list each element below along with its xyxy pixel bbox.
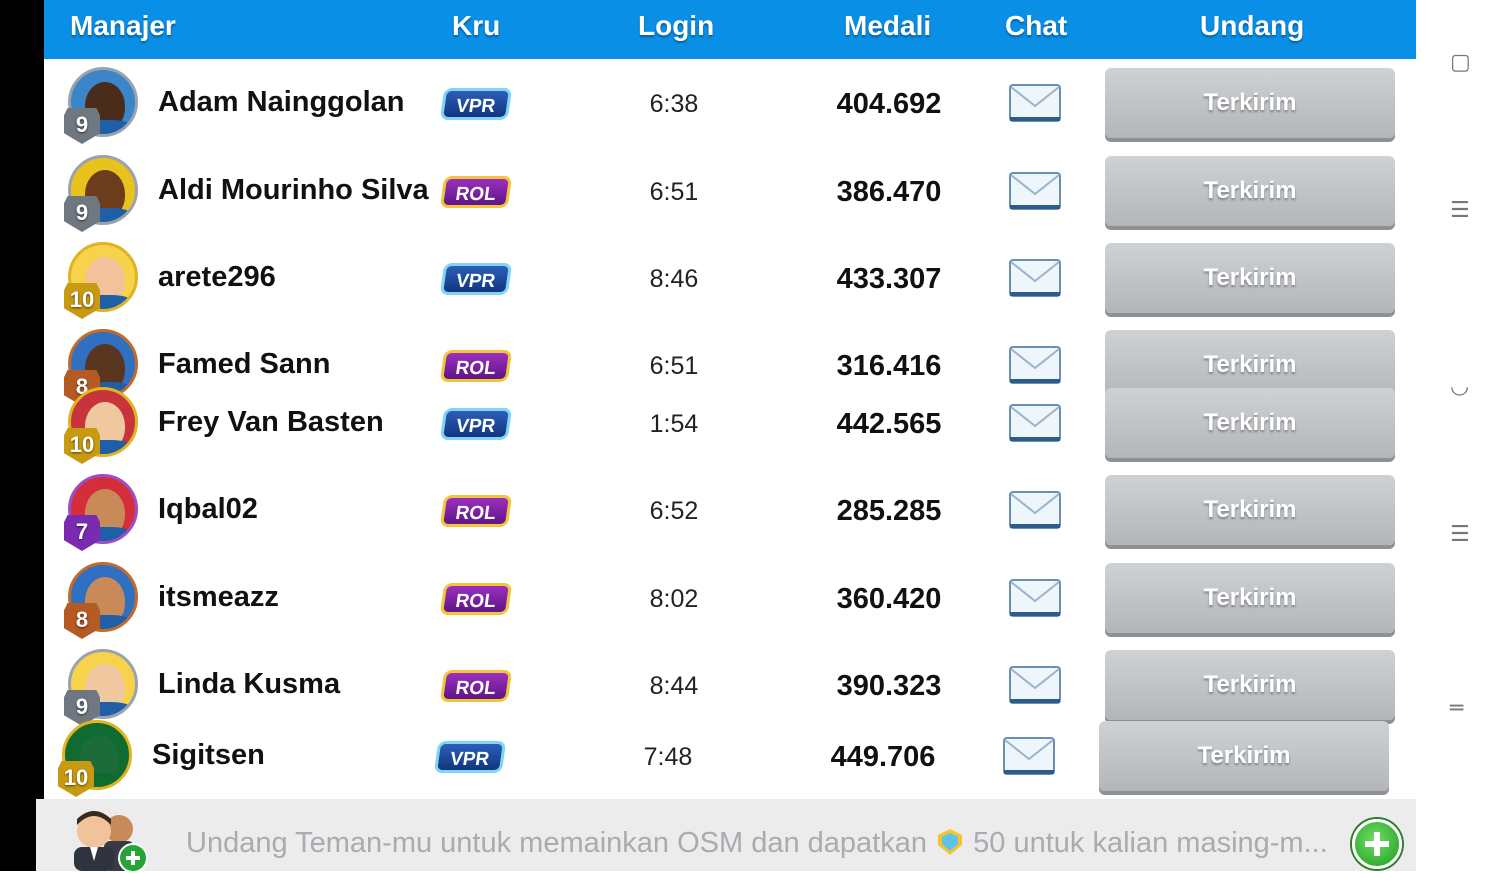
login-time: 6:38 bbox=[649, 90, 699, 118]
back-icon[interactable]: ◡ bbox=[1450, 374, 1470, 399]
mail-icon[interactable] bbox=[1009, 491, 1061, 529]
level-badge: 9 bbox=[64, 690, 100, 726]
left-black-edge bbox=[0, 0, 44, 871]
header-kru[interactable]: Kru bbox=[452, 10, 501, 41]
medal-count: 449.706 bbox=[830, 741, 936, 773]
login-time: 8:02 bbox=[649, 585, 699, 613]
table-row[interactable]: 10 arete296 VPR 8:46 433.307 Terkirim bbox=[44, 235, 1416, 322]
manager-name[interactable]: Adam Nainggolan bbox=[158, 86, 405, 118]
mail-icon[interactable] bbox=[1009, 259, 1061, 297]
crew-badge[interactable]: ROL bbox=[439, 670, 513, 702]
manager-name[interactable]: Frey Van Basten bbox=[158, 406, 384, 438]
mail-icon[interactable] bbox=[1009, 346, 1061, 384]
invite-sent-button[interactable]: Terkirim bbox=[1105, 475, 1395, 545]
level-badge: 8 bbox=[64, 603, 100, 639]
reward-token-icon bbox=[938, 829, 963, 855]
crew-badge[interactable]: ROL bbox=[439, 583, 513, 615]
invite-text-end: 50 untuk kalian masing-m... bbox=[973, 827, 1328, 859]
add-friend-icon bbox=[118, 843, 148, 873]
medal-count: 316.416 bbox=[836, 350, 942, 382]
login-time: 6:51 bbox=[649, 352, 699, 380]
header-manajer[interactable]: Manajer bbox=[70, 10, 176, 41]
level-badge: 7 bbox=[64, 515, 100, 551]
manager-name[interactable]: Linda Kusma bbox=[158, 668, 341, 700]
level-badge: 10 bbox=[64, 428, 100, 464]
mail-icon[interactable] bbox=[1003, 737, 1055, 775]
friends-invite-panel: Manajer Kru Login Medali Chat Undang 9 A… bbox=[36, 0, 1416, 873]
manager-name[interactable]: Sigitsen bbox=[152, 739, 265, 771]
left-edge-segment bbox=[0, 384, 41, 706]
level-badge: 10 bbox=[58, 761, 94, 797]
header-undang: Undang bbox=[1200, 10, 1305, 41]
crew-badge[interactable]: ROL bbox=[439, 350, 513, 382]
login-time: 8:46 bbox=[649, 265, 699, 293]
table-header: Manajer Kru Login Medali Chat Undang bbox=[44, 0, 1416, 59]
medal-count: 442.565 bbox=[836, 408, 942, 440]
header-login[interactable]: Login bbox=[638, 10, 715, 41]
login-time: 1:54 bbox=[649, 410, 699, 438]
mail-icon[interactable] bbox=[1009, 666, 1061, 704]
medal-count: 360.420 bbox=[836, 583, 942, 615]
login-time: 6:51 bbox=[649, 178, 699, 206]
mail-icon[interactable] bbox=[1009, 84, 1061, 122]
left-edge-segment bbox=[0, 706, 36, 871]
menu-icon[interactable]: ☰ bbox=[1450, 522, 1470, 547]
manager-name[interactable]: itsmeazz bbox=[158, 581, 279, 613]
invite-plus-button[interactable] bbox=[1352, 819, 1402, 869]
medal-count: 433.307 bbox=[836, 263, 942, 295]
level-badge: 10 bbox=[64, 283, 100, 319]
medal-count: 386.470 bbox=[836, 176, 942, 208]
table-row[interactable]: 7 Iqbal02 ROL 6:52 285.285 Terkirim bbox=[44, 467, 1416, 554]
crew-badge[interactable]: VPR bbox=[439, 88, 513, 120]
level-badge: 9 bbox=[64, 108, 100, 144]
manager-name[interactable]: arete296 bbox=[158, 261, 276, 293]
table-row[interactable]: 8 Famed Sann ROL 6:51 316.416 Terkirim bbox=[44, 322, 1416, 409]
mail-icon[interactable] bbox=[1009, 579, 1061, 617]
medal-count: 404.692 bbox=[836, 88, 942, 120]
table-row[interactable]: 9 Aldi Mourinho Silva ROL 6:51 386.470 T… bbox=[44, 148, 1416, 235]
invite-sent-button[interactable]: Terkirim bbox=[1105, 156, 1395, 226]
crew-badge[interactable]: ROL bbox=[439, 495, 513, 527]
crew-badge[interactable]: ROL bbox=[439, 176, 513, 208]
right-side-strip: ▢ ☰ ◡ ☰ ═ bbox=[1416, 0, 1500, 871]
invite-sent-button[interactable]: Terkirim bbox=[1105, 68, 1395, 138]
invite-sent-button[interactable]: Terkirim bbox=[1099, 721, 1389, 791]
invite-sent-button[interactable]: Terkirim bbox=[1105, 243, 1395, 313]
medal-count: 285.285 bbox=[836, 495, 942, 527]
header-medali[interactable]: Medali bbox=[844, 10, 932, 41]
invite-friends-bar[interactable]: Undang Teman-mu untuk memainkan OSM dan … bbox=[36, 799, 1416, 873]
table-row[interactable]: 8 itsmeazz ROL 8:02 360.420 Terkirim bbox=[44, 555, 1416, 642]
mail-icon[interactable] bbox=[1009, 404, 1061, 442]
crew-badge[interactable]: VPR bbox=[439, 408, 513, 440]
table-row[interactable]: 10 Sigitsen VPR 7:48 449.706 Terkirim bbox=[38, 713, 1410, 800]
invite-friends-text: Undang Teman-mu untuk memainkan OSM dan … bbox=[186, 827, 1328, 860]
bar-icon[interactable]: ═ bbox=[1450, 696, 1464, 721]
login-time: 8:44 bbox=[649, 672, 699, 700]
login-time: 6:52 bbox=[649, 497, 699, 525]
login-time: 7:48 bbox=[643, 743, 693, 771]
manager-name[interactable]: Famed Sann bbox=[158, 348, 331, 380]
menu-icon[interactable]: ☰ bbox=[1450, 198, 1470, 223]
manager-name[interactable]: Aldi Mourinho Silva bbox=[158, 174, 429, 206]
manager-name[interactable]: Iqbal02 bbox=[158, 493, 258, 525]
invite-sent-button[interactable]: Terkirim bbox=[1105, 563, 1395, 633]
table-row[interactable]: 9 Linda Kusma ROL 8:44 390.323 Terkirim bbox=[44, 642, 1416, 729]
crew-badge[interactable]: VPR bbox=[439, 263, 513, 295]
header-chat: Chat bbox=[1005, 10, 1068, 41]
medal-count: 390.323 bbox=[836, 670, 942, 702]
crew-badge[interactable]: VPR bbox=[433, 741, 507, 773]
table-row[interactable]: 10 Frey Van Basten VPR 1:54 442.565 Terk… bbox=[44, 380, 1416, 467]
invite-sent-button[interactable]: Terkirim bbox=[1105, 650, 1395, 720]
level-badge: 9 bbox=[64, 196, 100, 232]
invite-text-start: Undang Teman-mu untuk memainkan OSM dan … bbox=[186, 827, 928, 859]
invite-sent-button[interactable]: Terkirim bbox=[1105, 388, 1395, 458]
mail-icon[interactable] bbox=[1009, 172, 1061, 210]
square-icon[interactable]: ▢ bbox=[1450, 50, 1471, 75]
table-row[interactable]: 9 Adam Nainggolan VPR 6:38 404.692 Terki… bbox=[44, 60, 1416, 147]
